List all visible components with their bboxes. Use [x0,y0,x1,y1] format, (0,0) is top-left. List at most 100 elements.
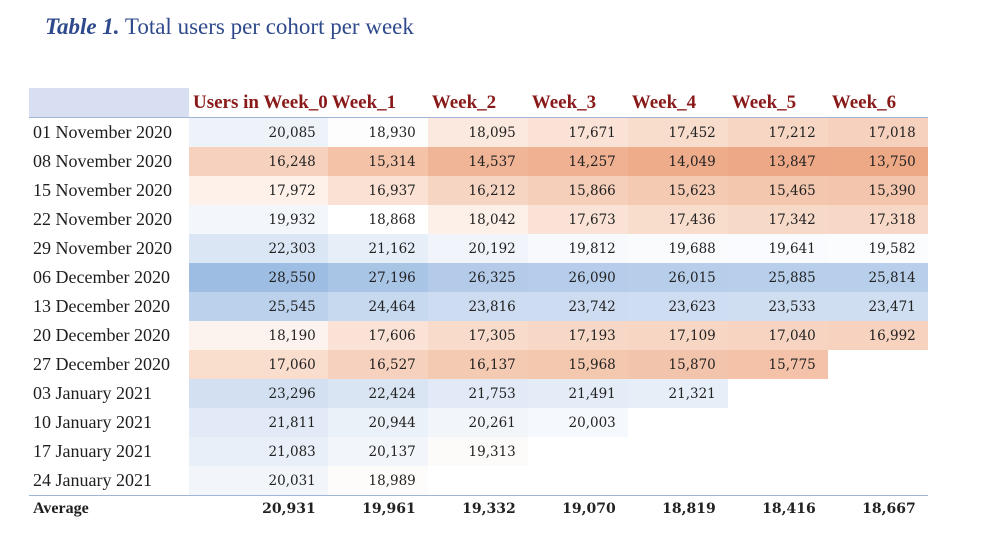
header-corner-cell [29,88,189,118]
cohort-label: 27 December 2020 [33,354,170,374]
cohort-row: 17 January 2021 21,083 20,137 19,313 [29,437,928,466]
cohort-cell: 14,537 [427,147,528,176]
cohort-cell: 23,742 [527,292,628,321]
cohort-cell: 17,673 [527,205,628,234]
cohort-cell: 16,527 [327,350,428,379]
cohort-label: 24 January 2021 [33,470,152,490]
cohort-cell: 26,090 [527,263,628,292]
cohort-cell: 24,464 [327,292,428,321]
cohort-cell: 17,972 [189,176,328,205]
cohort-cell: 16,137 [427,350,528,379]
cohort-cell: 14,049 [627,147,728,176]
cohort-cell [628,437,728,466]
cohort-cell: 19,812 [527,234,628,263]
cohort-cell: 21,162 [327,234,428,263]
cohort-cell: 17,040 [727,321,828,350]
cohort-cell: 17,318 [827,205,928,234]
cohort-cell [528,466,628,496]
cohort-row: 13 December 2020 25,545 24,464 23,816 23,742… [29,292,928,321]
cohort-label: 10 January 2021 [33,412,152,432]
cohort-cell: 22,424 [327,379,428,408]
cohort-cell: 23,296 [189,379,328,408]
cohort-row: 15 November 2020 17,972 16,937 16,212 15,866… [29,176,928,205]
cohort-cell: 20,031 [189,466,328,496]
table-title-text: Total users per cohort per week [124,14,414,39]
cohort-cell: 19,688 [627,234,728,263]
column-header: Week_3 [531,91,597,113]
cohort-cell: 18,190 [189,321,328,350]
cohort-cell: 13,847 [727,147,828,176]
cohort-row: 29 November 2020 22,303 21,162 20,192 19,812… [29,234,928,263]
cohort-cell: 17,060 [189,350,328,379]
cohort-cell: 19,932 [189,205,328,234]
cohort-label: 01 November 2020 [33,122,172,142]
cohort-cell: 17,452 [627,117,728,147]
cohort-label: 22 November 2020 [33,209,172,229]
cohort-cell [828,379,928,408]
cohort-row: 27 December 2020 17,060 16,527 16,137 15,968… [29,350,928,379]
cohort-cell: 21,811 [189,408,328,437]
cohort-cell: 13,750 [827,147,928,176]
cohort-cell: 19,641 [727,234,828,263]
cohort-row: 22 November 2020 19,932 18,868 18,042 17,673… [29,205,928,234]
average-label: Average [33,500,89,517]
average-cell: 19,961 [362,501,416,517]
cohort-cell: 26,015 [627,263,728,292]
cohort-cell: 17,342 [727,205,828,234]
cohort-cell: 17,671 [527,117,628,147]
cohort-table: Users in Week_0 Week_1 Week_2 Week_3 Wee… [29,88,928,522]
cohort-cell: 23,623 [627,292,728,321]
average-cell: 20,931 [262,501,316,517]
cohort-row: 08 November 2020 16,248 15,314 14,537 14,257… [29,147,928,176]
cohort-cell: 17,018 [827,117,928,147]
cohort-cell: 21,083 [189,437,328,466]
cohort-cell [628,408,728,437]
cohort-cell: 17,212 [727,117,828,147]
table-number: Table 1. [45,14,120,39]
cohort-cell: 19,313 [427,437,528,466]
cohort-cell: 16,212 [427,176,528,205]
cohort-cell: 21,491 [527,379,628,408]
cohort-label: 03 January 2021 [33,383,152,403]
cohort-cell: 28,550 [189,263,328,292]
average-cell: 18,416 [762,501,816,517]
cohort-label: 20 December 2020 [33,325,170,345]
average-cell: 19,070 [562,501,616,517]
cohort-label: 29 November 2020 [33,238,172,258]
cohort-label: 13 December 2020 [33,296,170,316]
cohort-cell: 20,261 [427,408,528,437]
cohort-cell: 18,868 [327,205,428,234]
column-header: Week_5 [731,91,797,113]
average-cell: 18,667 [862,501,916,517]
cohort-cell: 25,814 [827,263,928,292]
cohort-cell: 23,471 [827,292,928,321]
cohort-cell: 15,866 [527,176,628,205]
cohort-cell: 26,325 [427,263,528,292]
cohort-cell: 17,436 [627,205,728,234]
cohort-cell: 16,992 [827,321,928,350]
cohort-cell: 19,582 [827,234,928,263]
cohort-cell [828,437,928,466]
cohort-cell [728,437,828,466]
cohort-cell [828,466,928,496]
column-header: Users in Week_0 [193,91,328,113]
cohort-cell: 20,192 [427,234,528,263]
cohort-cell: 17,109 [627,321,728,350]
cohort-label: 17 January 2021 [33,441,152,461]
cohort-cell [828,408,928,437]
cohort-row: 10 January 2021 21,811 20,944 20,261 20,003 [29,408,928,437]
average-cell: 18,819 [662,501,716,517]
cohort-cell: 15,870 [627,350,728,379]
cohort-cell [628,466,728,496]
cohort-cell: 27,196 [327,263,428,292]
column-header: Week_4 [631,91,697,113]
cohort-row: 01 November 2020 20,085 18,930 18,095 17,671… [29,117,928,147]
average-cell: 19,332 [462,501,516,517]
table-title: Table 1. Total users per cohort per week [45,14,414,40]
column-header: Week_6 [831,91,897,113]
cohort-cell: 20,137 [327,437,428,466]
header-row: Users in Week_0 Week_1 Week_2 Week_3 Wee… [29,88,928,118]
cohort-cell [728,379,828,408]
cohort-cell: 22,303 [189,234,328,263]
cohort-cell: 23,533 [727,292,828,321]
